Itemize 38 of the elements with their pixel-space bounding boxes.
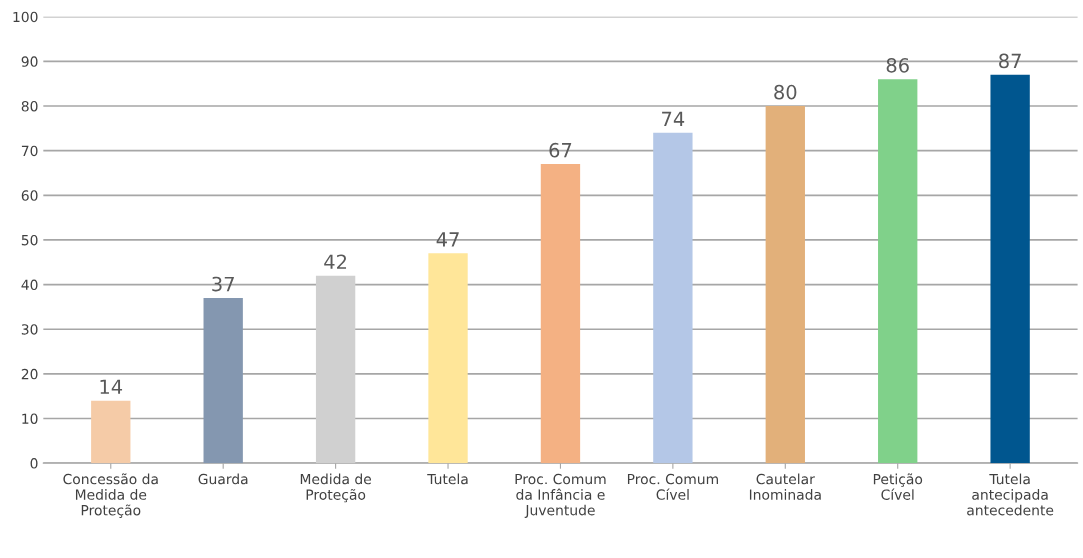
y-tick-label: 30: [21, 324, 38, 335]
bar: [315, 275, 356, 464]
x-tick-label: Tutela: [427, 473, 468, 485]
x-tick-label: Guarda: [198, 473, 248, 485]
y-tick-label: 70: [21, 145, 38, 157]
y-tick-label: 90: [21, 56, 38, 67]
data-label: 80: [774, 84, 797, 100]
bar: [203, 297, 243, 464]
data-label: 37: [212, 276, 234, 292]
bar: [91, 400, 131, 464]
x-tick-label: Proc. Comum da Infância e Juventude: [515, 473, 606, 518]
y-tick-label: 60: [21, 190, 38, 201]
x-tick-label: Tutela antecipada antecedente: [967, 473, 1054, 516]
bar: [428, 253, 468, 464]
y-tick-label: 100: [13, 11, 38, 23]
x-tick-label: Proc. Comum Cível: [627, 473, 718, 500]
x-tick-label: Petição Cível: [873, 473, 923, 500]
y-tick-label: 50: [21, 234, 38, 246]
data-label: 14: [100, 379, 123, 394]
x-tick-label: Medida de Proteção: [300, 473, 372, 503]
data-label: 67: [549, 142, 572, 158]
data-label: 74: [662, 111, 685, 126]
bar: [878, 79, 918, 464]
data-label: 42: [324, 254, 347, 269]
data-label: 86: [886, 57, 909, 73]
bar: [765, 106, 805, 464]
y-tick-label: 40: [21, 279, 38, 291]
y-tick-label: 10: [22, 413, 38, 424]
bar: [540, 164, 581, 464]
x-tick-label: Cautelar Inominada: [749, 473, 821, 500]
bar: [653, 132, 693, 464]
y-tick-label: 80: [21, 100, 38, 112]
y-tick-label: 20: [21, 368, 38, 380]
bar: [990, 74, 1030, 464]
data-label: 47: [436, 232, 459, 247]
data-label: 87: [999, 53, 1021, 69]
y-tick-label: 0: [30, 458, 38, 469]
x-tick-label: Concessão da Medida de Proteção: [63, 473, 158, 518]
